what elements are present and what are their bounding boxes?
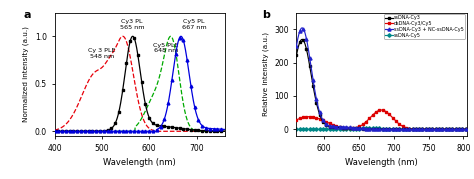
ssDNA-Cy5 [410,128,416,130]
ssDNA-Cy3 [299,38,305,40]
Y-axis label: Relative intensity (a.u.): Relative intensity (a.u.) [262,32,269,116]
dsDNA-Cy3/Cy5 [379,109,384,111]
Text: Cy 3 PLE
548 nm: Cy 3 PLE 548 nm [88,48,116,59]
ssDNA-Cy3 [303,48,309,50]
ssDNA-Cy5 [369,127,374,129]
ssDNA-Cy3 [410,128,416,130]
ssDNA-Cy3 + NC-ssDNA-Cy5 [357,127,363,129]
ssDNA-Cy3 + NC-ssDNA-Cy5 [364,128,370,130]
Line: dsDNA-Cy3/Cy5: dsDNA-Cy3/Cy5 [295,109,468,131]
Text: b: b [263,10,270,20]
dsDNA-Cy3/Cy5 [293,119,299,121]
ssDNA-Cy3 [364,128,370,130]
ssDNA-Cy5 [330,128,336,130]
Text: Cy3 PL
565 nm: Cy3 PL 565 nm [120,19,145,30]
dsDNA-Cy3/Cy5 [357,125,363,127]
X-axis label: Wavelength (nm): Wavelength (nm) [346,158,418,167]
ssDNA-Cy3 [464,128,470,130]
dsDNA-Cy3/Cy5 [303,116,309,118]
dsDNA-Cy3/Cy5 [410,128,416,130]
ssDNA-Cy5 [464,128,470,130]
Line: ssDNA-Cy3 + NC-ssDNA-Cy5: ssDNA-Cy3 + NC-ssDNA-Cy5 [295,26,468,131]
Text: Cy5 PLE
648 nm: Cy5 PLE 648 nm [153,43,179,53]
ssDNA-Cy3 + NC-ssDNA-Cy5 [293,44,299,47]
ssDNA-Cy5 [357,127,363,130]
dsDNA-Cy3/Cy5 [330,124,336,126]
ssDNA-Cy3 [363,128,369,130]
Legend: ssDNA-Cy3, dsDNA-Cy3/Cy5, ssDNA-Cy3 + NC-ssDNA-Cy5, ssDNA-Cy5: ssDNA-Cy3, dsDNA-Cy3/Cy5, ssDNA-Cy3 + NC… [384,14,465,39]
Line: ssDNA-Cy3: ssDNA-Cy3 [295,38,468,131]
ssDNA-Cy5 [363,127,369,129]
ssDNA-Cy3 + NC-ssDNA-Cy5 [330,125,336,127]
dsDNA-Cy3/Cy5 [363,121,369,123]
ssDNA-Cy3 [293,54,299,56]
Text: Cy5 PL
667 nm: Cy5 PL 667 nm [182,19,207,30]
ssDNA-Cy3 + NC-ssDNA-Cy5 [303,37,309,39]
ssDNA-Cy3 [330,126,336,128]
ssDNA-Cy3 + NC-ssDNA-Cy5 [299,27,305,29]
dsDNA-Cy3/Cy5 [364,120,370,122]
ssDNA-Cy5 [364,127,370,129]
X-axis label: Wavelength (nm): Wavelength (nm) [103,158,176,167]
ssDNA-Cy3 + NC-ssDNA-Cy5 [464,128,470,130]
ssDNA-Cy3 [357,127,363,130]
ssDNA-Cy3 + NC-ssDNA-Cy5 [410,128,416,130]
Text: a: a [24,10,31,20]
dsDNA-Cy3/Cy5 [464,128,470,130]
ssDNA-Cy3 + NC-ssDNA-Cy5 [363,128,369,130]
Line: ssDNA-Cy5: ssDNA-Cy5 [295,127,468,131]
ssDNA-Cy5 [293,128,299,130]
Y-axis label: Normalized intensity (a.u.): Normalized intensity (a.u.) [23,26,29,122]
ssDNA-Cy5 [303,128,309,130]
